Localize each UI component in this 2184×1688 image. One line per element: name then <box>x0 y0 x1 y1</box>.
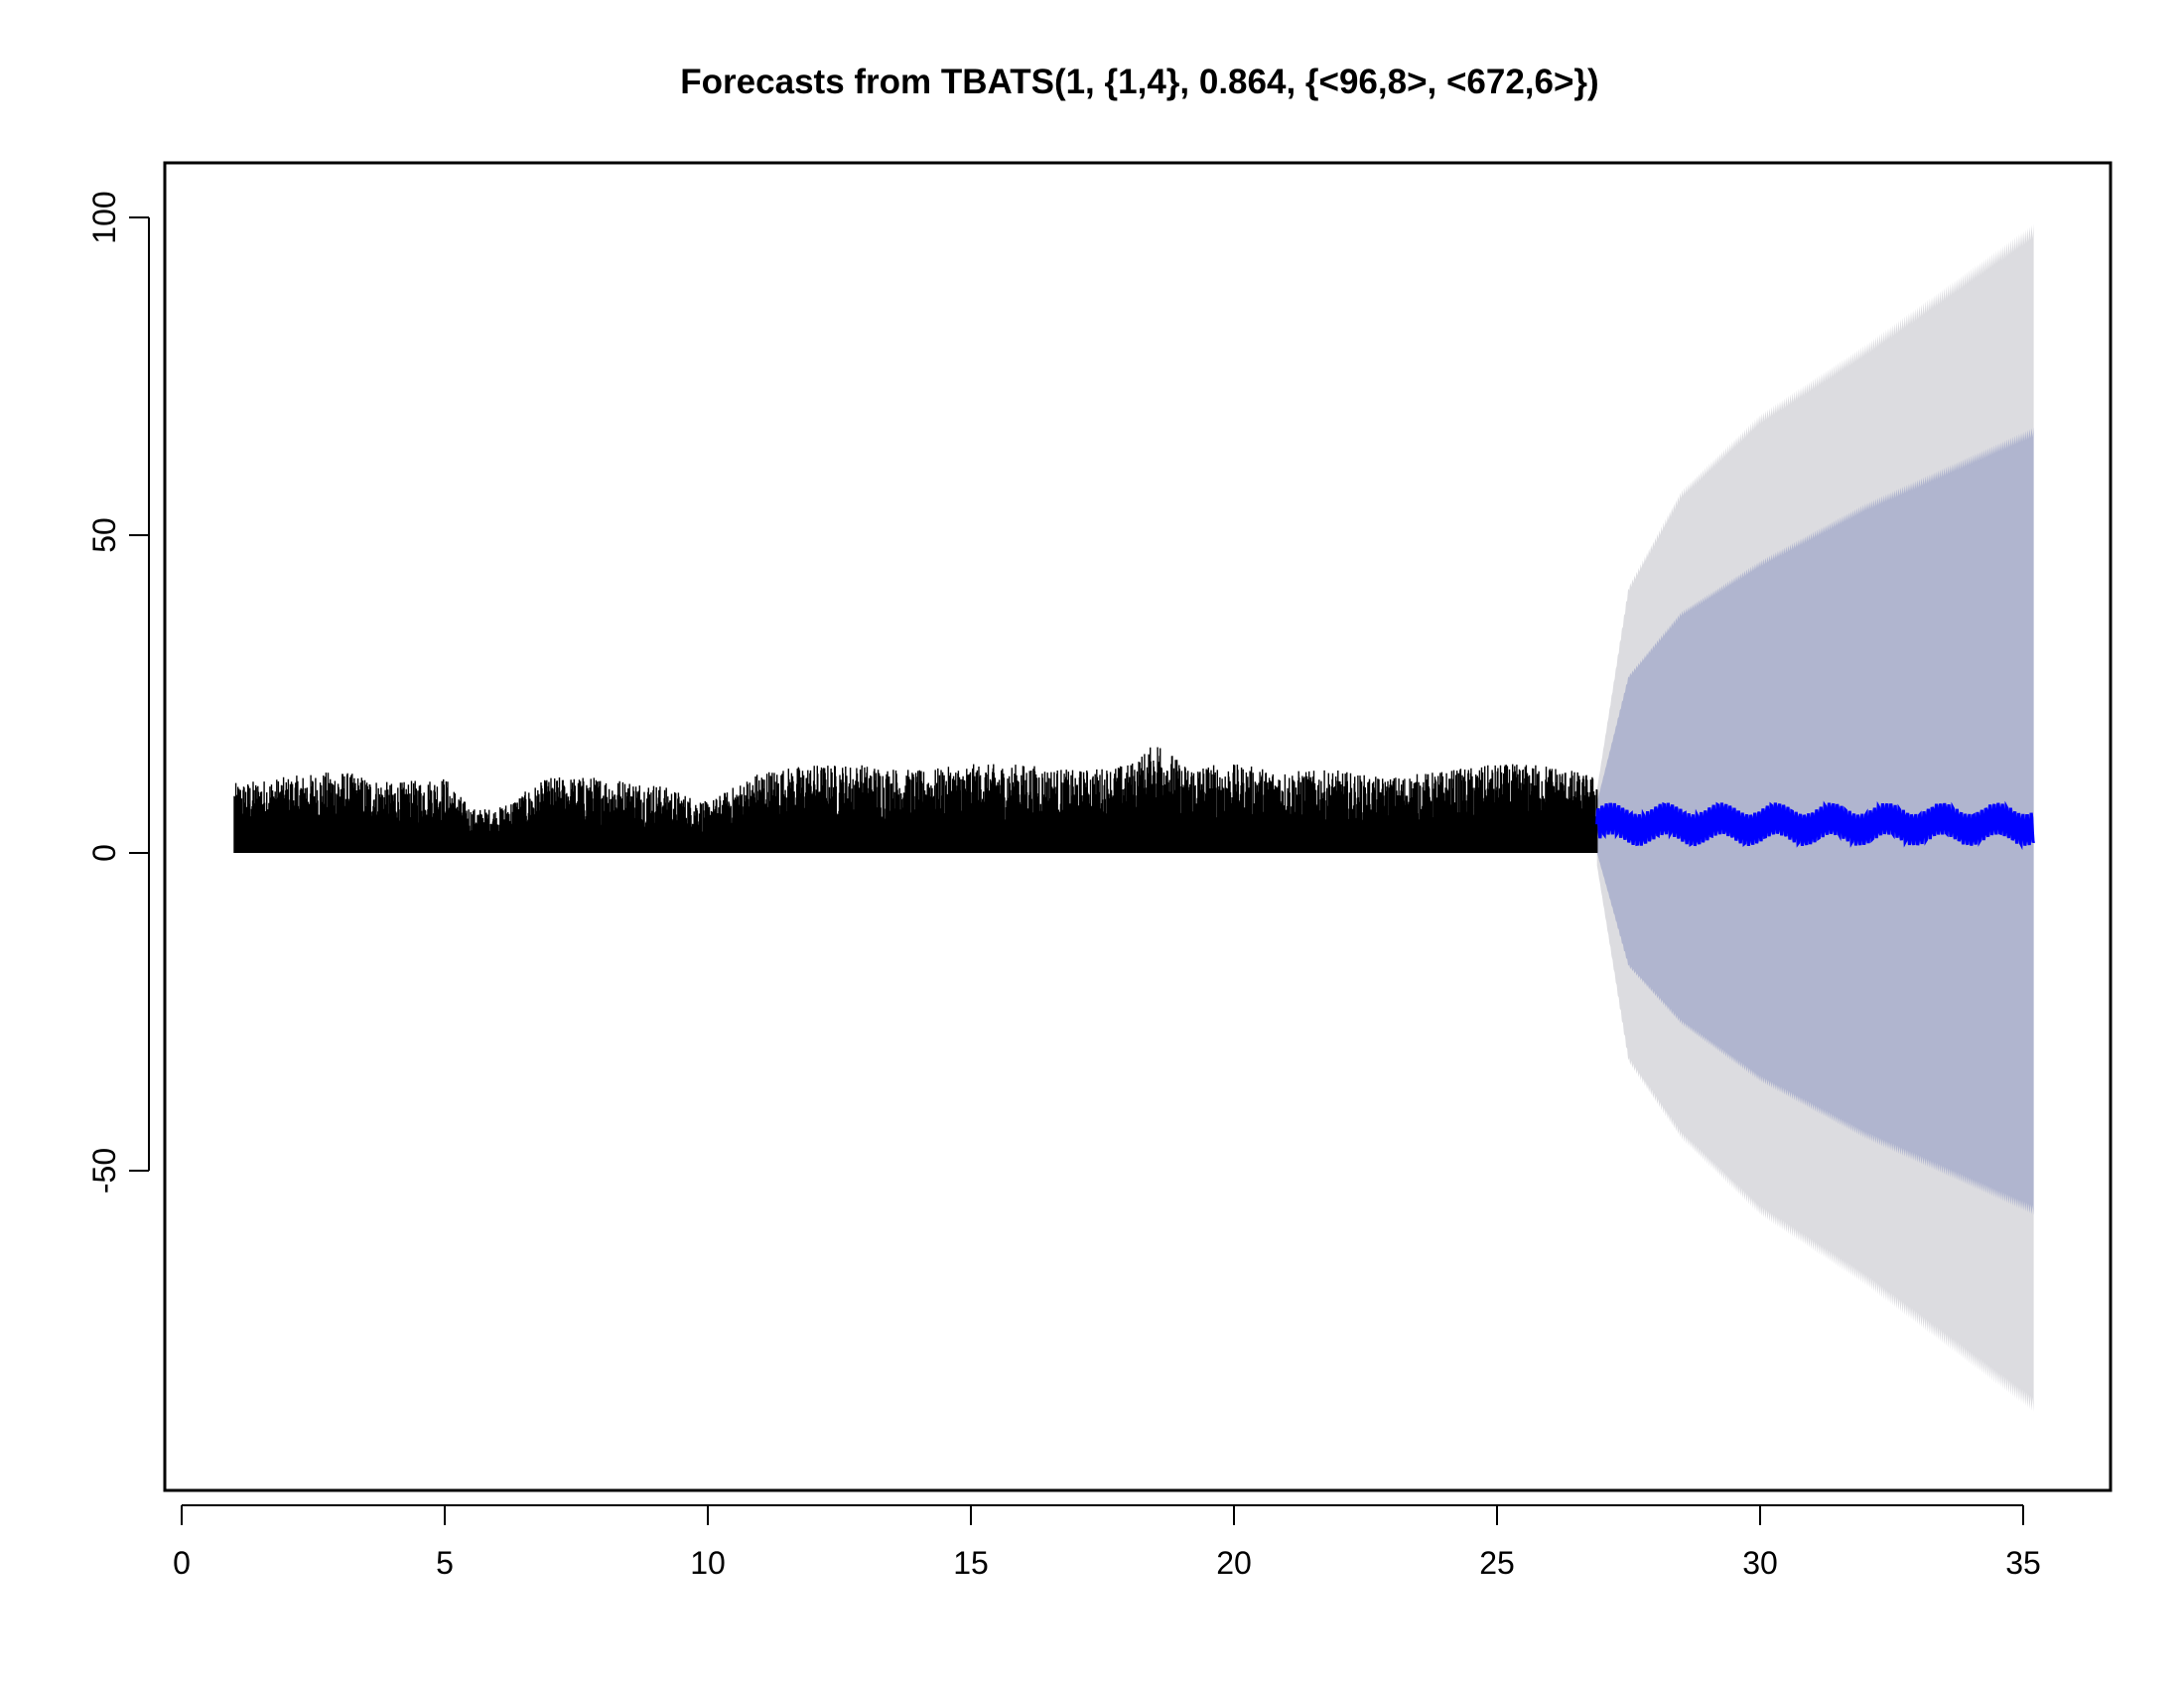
forecast-mean-line <box>1595 800 2036 851</box>
x-tick-label: 5 <box>436 1545 454 1581</box>
x-tick-label: 10 <box>690 1545 726 1581</box>
y-tick-label: 50 <box>86 517 122 553</box>
x-tick-label: 35 <box>2005 1545 2041 1581</box>
x-tick-label: 20 <box>1216 1545 1252 1581</box>
x-tick-label: 30 <box>1742 1545 1778 1581</box>
x-tick-label: 15 <box>953 1545 989 1581</box>
x-axis: 0 5 10 15 20 25 30 35 <box>173 1504 2041 1581</box>
forecast-mean-series <box>1595 800 2036 851</box>
plot-frame <box>163 161 2113 1492</box>
y-axis: -50 0 50 100 <box>86 191 150 1194</box>
observed-series <box>233 747 1598 853</box>
chart-title: Forecasts from TBATS(1, {1,4}, 0.864, {<… <box>680 63 1598 101</box>
y-tick-label: -50 <box>86 1148 122 1194</box>
x-tick-label: 0 <box>173 1545 191 1581</box>
x-tick-label: 25 <box>1479 1545 1515 1581</box>
observed-base <box>234 837 1597 853</box>
y-tick-label: 0 <box>86 844 122 862</box>
y-tick-label: 100 <box>86 191 122 243</box>
